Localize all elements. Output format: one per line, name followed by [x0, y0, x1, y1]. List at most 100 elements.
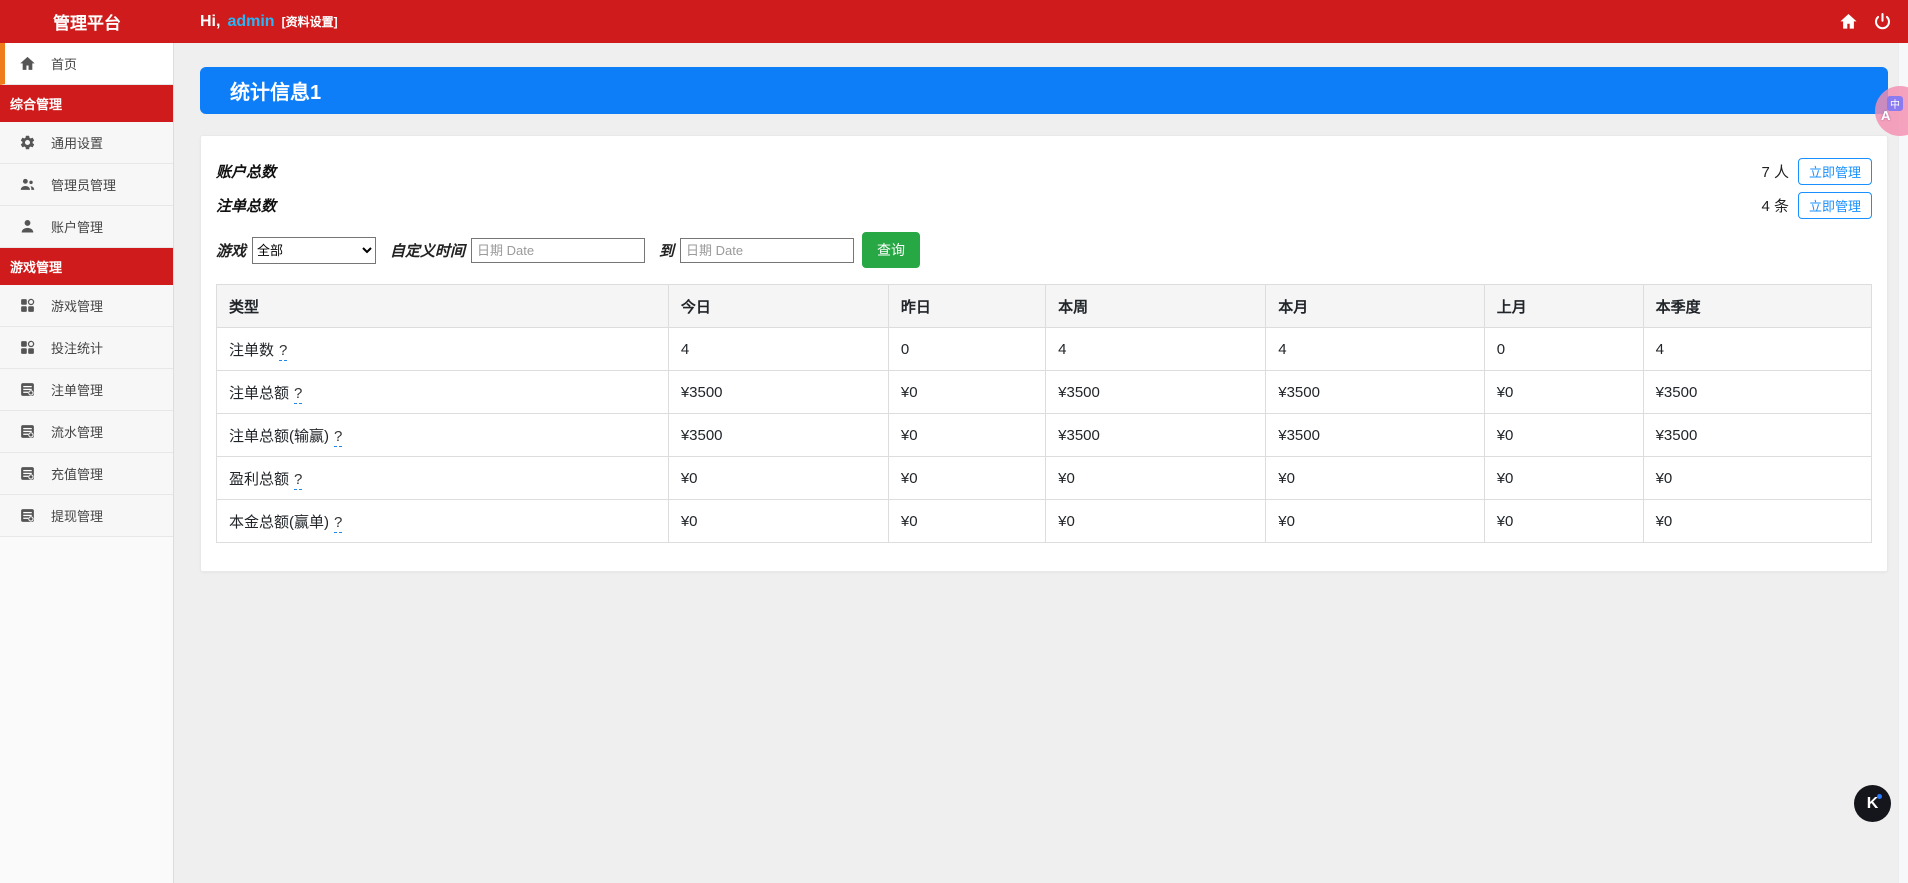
cell-value: ¥0	[1483, 499, 1644, 543]
cell-value: ¥0	[1642, 456, 1873, 500]
cell-value: 4	[1642, 327, 1873, 371]
col-this-month: 本月	[1265, 284, 1485, 328]
username: admin	[227, 12, 275, 30]
help-tooltip-trigger[interactable]: ?	[294, 470, 303, 490]
cell-value: ¥0	[887, 499, 1047, 543]
cell-value: ¥0	[1265, 499, 1485, 543]
sidebar-item-general-settings[interactable]: 通用设置	[0, 122, 173, 164]
cell-value: ¥0	[1265, 456, 1485, 500]
sidebar-item-bet-statistics[interactable]: 投注统计	[0, 327, 173, 369]
cell-value: ¥0	[1045, 499, 1267, 543]
col-yesterday: 昨日	[887, 284, 1047, 328]
cell-value: ¥3500	[1642, 413, 1873, 457]
home-icon[interactable]	[1839, 12, 1858, 31]
col-this-quarter: 本季度	[1642, 284, 1873, 328]
row-label: 注单总额(输赢)	[229, 427, 329, 445]
cell-value: ¥3500	[1265, 413, 1485, 457]
table-row: 注单总额(输赢)? ¥3500 ¥0 ¥3500 ¥3500 ¥0 ¥3500	[216, 413, 1873, 457]
filter-bar: 游戏 全部 自定义时间 到 查询	[216, 232, 1872, 268]
row-label: 盈利总额	[229, 470, 290, 488]
scrollbar[interactable]	[1898, 43, 1908, 883]
k-blue-dot	[1877, 794, 1882, 799]
row-label: 本金总额(赢单)	[229, 513, 329, 531]
col-type: 类型	[216, 284, 669, 328]
cell-value: ¥3500	[667, 413, 889, 457]
sidebar-item-label: 管理员管理	[51, 178, 117, 193]
cell-value: ¥0	[1483, 456, 1644, 500]
gear-icon	[19, 134, 36, 151]
sidebar-item-flow-management[interactable]: 流水管理	[0, 411, 173, 453]
cell-value: 0	[1483, 327, 1644, 371]
table-row: 注单总额? ¥3500 ¥0 ¥3500 ¥3500 ¥0 ¥3500	[216, 370, 1873, 414]
manage-orders-button[interactable]: 立即管理	[1797, 192, 1872, 219]
translate-extension-icon[interactable]: 中 A	[1875, 86, 1908, 136]
stat-label: 账户总数	[216, 164, 277, 181]
stat-value: 4 条	[1761, 198, 1789, 215]
sidebar-section-general: 综合管理	[0, 85, 173, 122]
cell-value: 4	[1045, 327, 1267, 371]
search-button[interactable]: 查询	[862, 232, 921, 268]
cell-value: 4	[1265, 327, 1485, 371]
app-title: 管理平台	[53, 14, 121, 33]
sidebar-item-label: 投注统计	[51, 341, 104, 356]
col-last-month: 上月	[1483, 284, 1644, 328]
custom-time-label: 自定义时间	[390, 242, 466, 260]
cell-value: ¥3500	[667, 370, 889, 414]
game-filter-label: 游戏	[216, 242, 247, 260]
help-tooltip-trigger[interactable]: ?	[279, 341, 288, 361]
table-header-row: 类型 今日 昨日 本周 本月 上月 本季度	[216, 284, 1873, 328]
table-row: 本金总额(赢单)? ¥0 ¥0 ¥0 ¥0 ¥0 ¥0	[216, 499, 1873, 543]
list-file-icon	[19, 507, 36, 524]
sidebar-item-label: 账户管理	[51, 220, 104, 235]
manage-accounts-button[interactable]: 立即管理	[1797, 158, 1872, 185]
cell-value: ¥0	[667, 456, 889, 500]
help-tooltip-trigger[interactable]: ?	[334, 427, 343, 447]
cell-value: ¥0	[887, 456, 1047, 500]
to-label: 到	[659, 242, 675, 260]
sidebar-item-account-management[interactable]: 账户管理	[0, 206, 173, 248]
help-tooltip-trigger[interactable]: ?	[294, 384, 303, 404]
stat-label: 注单总数	[216, 198, 277, 215]
date-to-input[interactable]	[680, 237, 855, 263]
date-from-input[interactable]	[471, 237, 646, 263]
greeting-prefix: Hi,	[200, 12, 221, 30]
home-icon	[19, 55, 36, 72]
cell-value: 0	[887, 327, 1047, 371]
col-today: 今日	[667, 284, 889, 328]
sidebar-item-order-management[interactable]: 注单管理	[0, 369, 173, 411]
game-select[interactable]: 全部	[252, 236, 377, 264]
grid-icon	[19, 339, 36, 356]
sidebar-item-withdraw-management[interactable]: 提现管理	[0, 495, 173, 537]
cell-value: ¥0	[667, 499, 889, 543]
help-tooltip-trigger[interactable]: ?	[334, 513, 343, 533]
sidebar-item-recharge-management[interactable]: 充值管理	[0, 453, 173, 495]
sidebar: 首页 综合管理 通用设置 管理员管理 账户管理 游戏管理 游戏管理 投注统计	[0, 43, 174, 883]
list-file-icon	[19, 381, 36, 398]
users-icon	[19, 176, 36, 193]
stat-row-accounts: 账户总数 7 人 立即管理	[216, 158, 1872, 185]
statistics-card: 账户总数 7 人 立即管理 注单总数 4 条 立即管理 游戏 全部 自定义时间 …	[200, 135, 1888, 572]
panel-title-bar: 统计信息1	[200, 67, 1888, 114]
cell-value: ¥0	[1483, 370, 1644, 414]
sidebar-item-label: 注单管理	[51, 383, 104, 398]
logout-power-icon[interactable]	[1873, 12, 1892, 31]
sidebar-item-label: 首页	[51, 57, 78, 72]
cell-value: ¥0	[887, 370, 1047, 414]
user-greeting: Hi, admin [资料设置]	[200, 13, 338, 31]
list-file-icon	[19, 423, 36, 440]
sidebar-item-home[interactable]: 首页	[0, 43, 173, 85]
cell-value: ¥0	[1483, 413, 1644, 457]
cell-value: ¥3500	[1045, 413, 1267, 457]
profile-settings-link[interactable]: [资料设置]	[281, 14, 338, 29]
sidebar-item-label: 提现管理	[51, 509, 104, 524]
k-widget-icon[interactable]: K	[1854, 785, 1891, 822]
table-row: 盈利总额? ¥0 ¥0 ¥0 ¥0 ¥0 ¥0	[216, 456, 1873, 500]
sidebar-section-label: 游戏管理	[10, 260, 63, 275]
cell-value: 4	[667, 327, 889, 371]
sidebar-item-game-management[interactable]: 游戏管理	[0, 285, 173, 327]
stat-row-orders: 注单总数 4 条 立即管理	[216, 192, 1872, 219]
k-letter: K	[1866, 794, 1879, 812]
page-title: 统计信息1	[230, 82, 322, 104]
sidebar-item-admin-management[interactable]: 管理员管理	[0, 164, 173, 206]
sidebar-item-label: 通用设置	[51, 136, 104, 151]
